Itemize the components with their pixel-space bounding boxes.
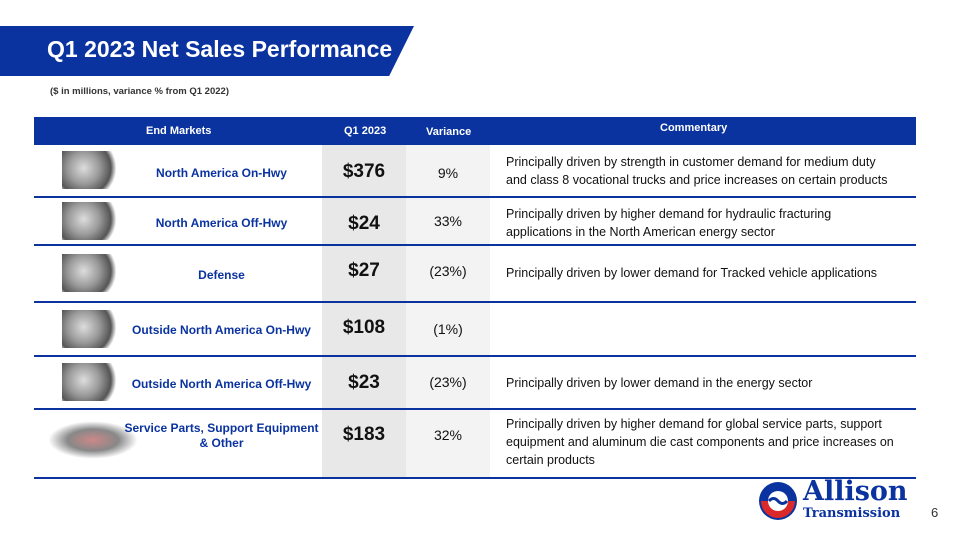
market-name: Outside North America Off-Hwy [131,377,312,391]
table-row: North America On-Hwy $376 9% Principally… [34,145,916,198]
variance-value: 33% [433,213,463,229]
allison-emblem-icon [759,482,797,520]
variance-value: 32% [433,427,463,443]
variance-value: (23%) [429,263,467,279]
variance-column-shade [406,145,490,478]
variance-value: (1%) [433,321,463,337]
commentary: Principally driven by higher demand for … [506,207,832,239]
transmission-image [62,310,124,348]
transmission-image [62,151,124,189]
header-end-markets: End Markets [146,125,212,137]
commentary: Principally driven by higher demand for … [506,417,894,467]
table-row: Outside North America Off-Hwy $23 (23%) … [34,357,916,410]
allison-logo: Allison Transmission [757,476,922,522]
market-name: Outside North America On-Hwy [132,323,311,337]
market-name: North America Off-Hwy [155,216,288,230]
market-name: Defense [198,268,245,282]
q1-value: $108 [342,317,386,338]
service-parts-image [48,421,138,459]
table-row: North America Off-Hwy $24 33% Principall… [34,198,916,246]
q1-value: $24 [348,213,380,234]
variance-value: (23%) [429,374,467,390]
header-commentary: Commentary [660,122,728,134]
title-banner [0,26,414,76]
header-q1: Q1 2023 [344,125,387,137]
transmission-image [62,202,124,240]
header-variance: Variance [426,126,472,138]
commentary: Principally driven by lower demand for T… [506,266,878,280]
table-row: Defense $27 (23%) Principally driven by … [34,246,916,303]
transmission-image [62,254,124,292]
transmission-image [62,363,124,401]
q1-value: $183 [342,424,386,445]
q1-value: $376 [342,161,386,182]
logo-line2: Transmission [803,506,901,521]
commentary: Principally driven by strength in custom… [506,155,888,187]
q1-column-shade [322,145,406,478]
q1-value: $27 [348,260,380,281]
subtitle: ($ in millions, variance % from Q1 2022) [50,86,229,97]
variance-value: 9% [437,165,459,181]
page-number: 6 [931,505,939,520]
table-row: Outside North America On-Hwy $108 (1%) [34,303,916,357]
page-title: Q1 2023 Net Sales Performance [47,36,393,62]
table-header: End Markets Q1 2023 Variance Commentary [34,117,916,145]
market-name: North America On-Hwy [156,166,287,180]
logo-line1: Allison [803,476,908,507]
table-row: Service Parts, Support Equipment & Other… [34,409,916,479]
q1-value: $23 [348,372,380,393]
market-name: Service Parts, Support Equipment & Other [124,421,319,450]
commentary: Principally driven by lower demand in th… [506,376,813,390]
